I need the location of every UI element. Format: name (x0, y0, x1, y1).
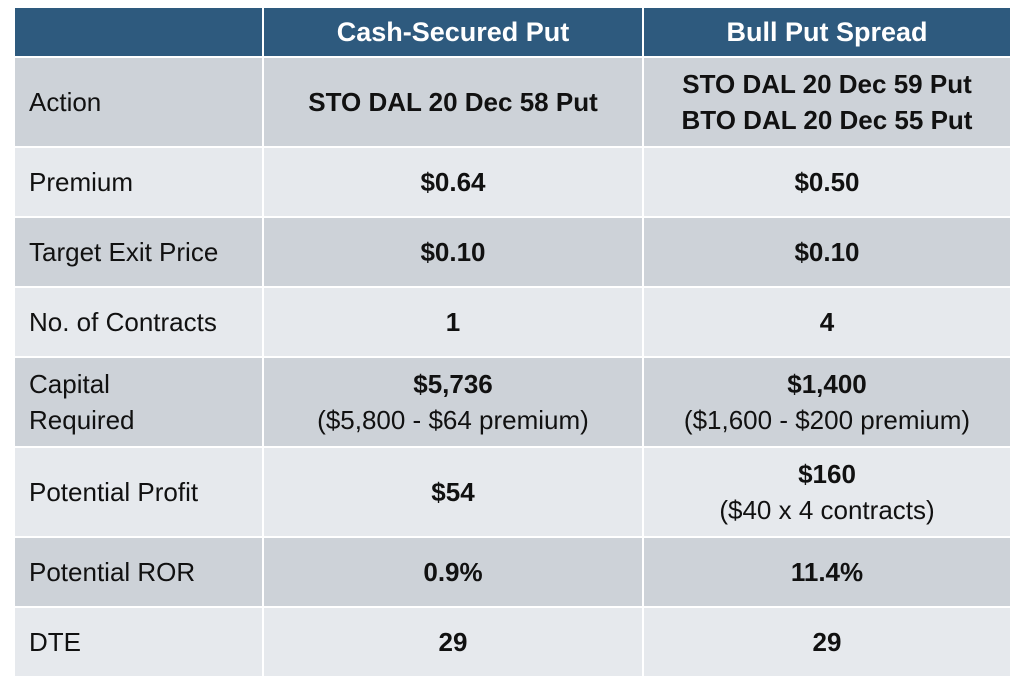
row-label: Target Exit Price (15, 218, 264, 286)
bps-value: $0.50 (644, 148, 1010, 216)
bps-value: 11.4% (644, 538, 1010, 606)
row-label: No. of Contracts (15, 288, 264, 356)
table-row-target-exit: Target Exit Price $0.10 $0.10 (15, 218, 1010, 288)
csp-value: STO DAL 20 Dec 58 Put (264, 58, 644, 146)
table-row-action: Action STO DAL 20 Dec 58 Put STO DAL 20 … (15, 58, 1010, 148)
bps-action-line2: BTO DAL 20 Dec 55 Put (681, 105, 973, 135)
row-label-line2: Required (29, 405, 135, 435)
table-row-contracts: No. of Contracts 1 4 (15, 288, 1010, 358)
comparison-table: Cash-Secured Put Bull Put Spread Action … (15, 8, 1010, 676)
bps-value: $160 ($40 x 4 contracts) (644, 448, 1010, 536)
row-label: Premium (15, 148, 264, 216)
csp-capital-note: ($5,800 - $64 premium) (317, 405, 589, 435)
table-row-premium: Premium $0.64 $0.50 (15, 148, 1010, 218)
csp-value: 29 (264, 608, 644, 676)
table-row-capital: Capital Required $5,736 ($5,800 - $64 pr… (15, 358, 1010, 448)
table-row-ror: Potential ROR 0.9% 11.4% (15, 538, 1010, 608)
row-label: Potential ROR (15, 538, 264, 606)
csp-value: $0.10 (264, 218, 644, 286)
bps-profit-note: ($40 x 4 contracts) (719, 495, 935, 525)
table-header-row: Cash-Secured Put Bull Put Spread (15, 8, 1010, 58)
row-label: Action (15, 58, 264, 146)
header-cash-secured-put: Cash-Secured Put (264, 8, 644, 56)
bps-value: 29 (644, 608, 1010, 676)
bps-value: 4 (644, 288, 1010, 356)
csp-value: 1 (264, 288, 644, 356)
csp-value: $5,736 ($5,800 - $64 premium) (264, 358, 644, 446)
csp-value: $54 (264, 448, 644, 536)
bps-value: STO DAL 20 Dec 59 Put BTO DAL 20 Dec 55 … (644, 58, 1010, 146)
table-row-profit: Potential Profit $54 $160 ($40 x 4 contr… (15, 448, 1010, 538)
csp-value: 0.9% (264, 538, 644, 606)
row-label-line1: Capital (29, 369, 110, 399)
row-label: Potential Profit (15, 448, 264, 536)
csp-value: $0.64 (264, 148, 644, 216)
row-label: Capital Required (15, 358, 264, 446)
bps-capital: $1,400 (787, 369, 867, 399)
header-empty-cell (15, 8, 264, 56)
csp-capital: $5,736 (413, 369, 493, 399)
bps-action-line1: STO DAL 20 Dec 59 Put (682, 69, 972, 99)
table-row-dte: DTE 29 29 (15, 608, 1010, 676)
bps-capital-note: ($1,600 - $200 premium) (683, 405, 971, 435)
header-bull-put-spread: Bull Put Spread (644, 8, 1010, 56)
bps-value: $0.10 (644, 218, 1010, 286)
bps-value: $1,400 ($1,600 - $200 premium) (644, 358, 1010, 446)
row-label: DTE (15, 608, 264, 676)
bps-profit: $160 (798, 459, 856, 489)
